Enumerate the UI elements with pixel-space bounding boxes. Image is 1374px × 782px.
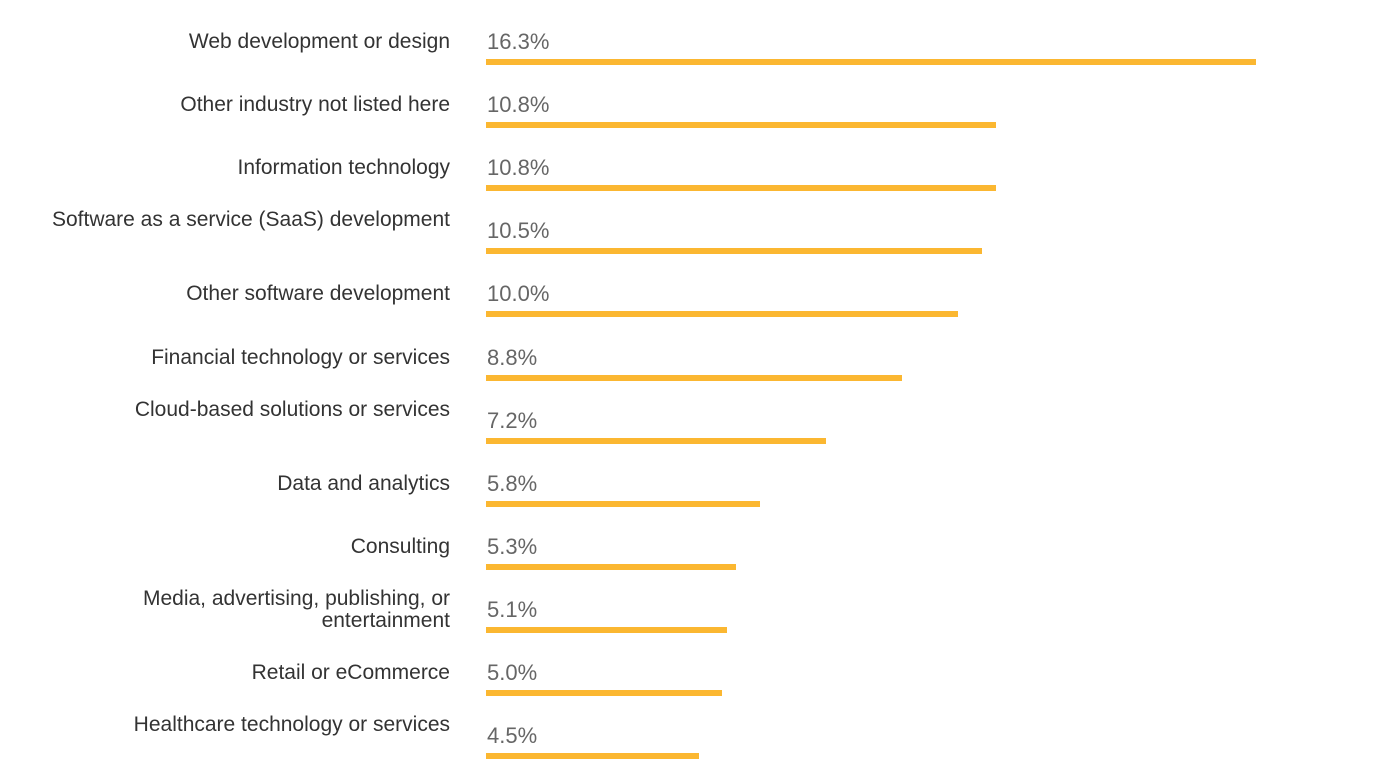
value-label: 5.3% — [487, 533, 538, 559]
category-label: Other software development — [186, 282, 450, 306]
value-label: 10.0% — [487, 281, 550, 307]
category-label: Software as a service (SaaS) development — [51, 208, 450, 232]
value-label: 5.1% — [487, 596, 538, 622]
category-label: Consulting — [350, 534, 450, 558]
category-label: Retail or eCommerce — [251, 661, 450, 684]
value-label: 5.8% — [487, 470, 538, 496]
category-label: Media, advertising, publishing, or enter… — [142, 586, 450, 632]
bar — [486, 185, 996, 192]
category-label: Financial technology or services — [151, 345, 450, 369]
category-label: Data and analytics — [277, 471, 450, 495]
value-label: 5.0% — [487, 660, 538, 685]
value-label: 8.8% — [487, 344, 538, 370]
bar — [486, 690, 722, 696]
value-label: 7.2% — [487, 407, 538, 433]
bar — [486, 122, 996, 129]
value-label: 16.3% — [487, 29, 550, 54]
value-label: 10.8% — [487, 92, 550, 118]
category-label: Information technology — [237, 156, 450, 180]
value-label: 10.8% — [487, 155, 550, 181]
bar — [486, 374, 902, 381]
bar — [486, 437, 826, 444]
category-label: Web development or design — [188, 30, 450, 53]
bar — [486, 563, 736, 570]
value-label: 4.5% — [487, 723, 538, 749]
bar — [486, 59, 1256, 65]
category-label: Healthcare technology or services — [133, 713, 450, 737]
value-label: 10.5% — [487, 218, 550, 244]
category-label: Cloud-based solutions or services — [134, 397, 450, 421]
bar — [486, 626, 727, 633]
bar — [486, 500, 760, 507]
bar — [486, 311, 958, 318]
category-label: Other industry not listed here — [180, 93, 450, 117]
bar — [486, 248, 982, 255]
bar — [486, 753, 699, 760]
